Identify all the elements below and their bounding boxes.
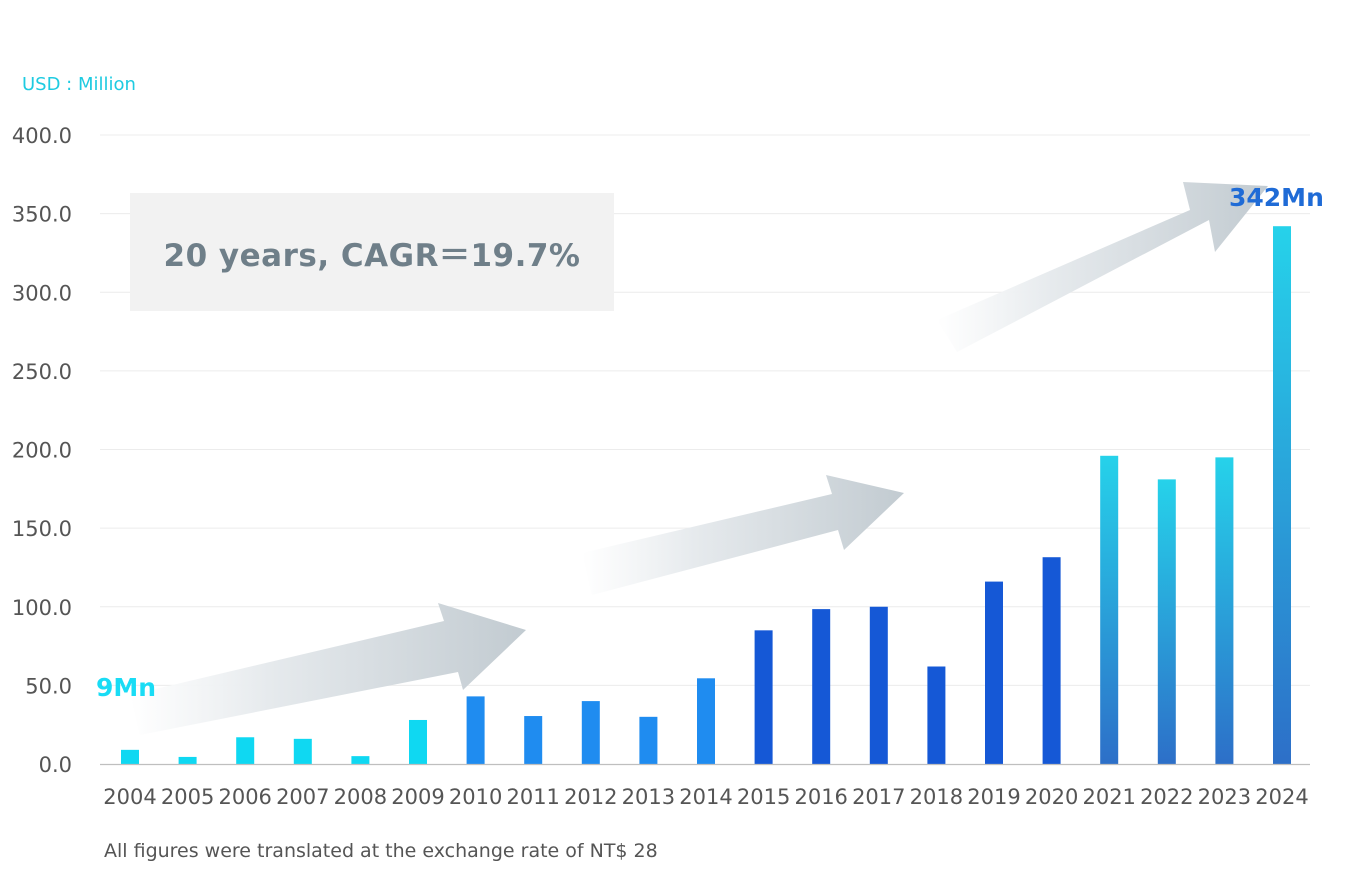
x-tick-label: 2005: [161, 785, 214, 809]
x-tick-label: 2012: [564, 785, 617, 809]
bar-2013: [639, 716, 658, 764]
bar-2008: [351, 756, 370, 764]
bar-2017: [869, 606, 888, 764]
cagr-text: 20 years, CAGR＝19.7%: [163, 237, 581, 274]
x-tick-label: 2013: [622, 785, 675, 809]
x-tick-label: 2018: [910, 785, 963, 809]
y-tick-label: 400.0: [12, 124, 72, 148]
start-value-callout: 9Mn: [96, 673, 157, 702]
x-tick-label: 2017: [852, 785, 905, 809]
end-value-callout: 342Mn: [1229, 183, 1324, 212]
y-tick-label: 250.0: [12, 360, 72, 384]
y-tick-label: 300.0: [12, 281, 72, 305]
footnote: All figures were translated at the excha…: [104, 840, 658, 862]
x-tick-label: 2020: [1025, 785, 1078, 809]
y-tick-label: 200.0: [12, 439, 72, 463]
bar-2005: [178, 756, 197, 764]
x-tick-label: 2022: [1140, 785, 1193, 809]
y-tick-label: 50.0: [25, 674, 72, 698]
bar-2022: [1157, 479, 1176, 764]
bar-2007: [293, 738, 312, 764]
bar-2014: [697, 678, 715, 764]
bar-2018: [927, 666, 946, 764]
x-tick-label: 2024: [1255, 785, 1308, 809]
y-tick-label: 150.0: [12, 517, 72, 541]
x-tick-label: 2008: [334, 785, 387, 809]
x-tick-label: 2006: [218, 785, 271, 809]
x-tick-label: 2023: [1198, 785, 1251, 809]
cagr-box: 20 years, CAGR＝19.7%: [130, 193, 614, 311]
x-tick-label: 2021: [1082, 785, 1135, 809]
x-tick-label: 2015: [737, 785, 790, 809]
y-tick-label: 100.0: [12, 596, 72, 620]
bar-2015: [754, 630, 773, 764]
bar-2016: [812, 609, 831, 764]
unit-label: USD : Million: [22, 74, 136, 95]
x-tick-label: 2016: [794, 785, 847, 809]
bar-2024: [1273, 226, 1291, 764]
bar-2020: [1042, 557, 1061, 764]
y-tick-label: 350.0: [12, 203, 72, 227]
x-tick-label: 2009: [391, 785, 444, 809]
x-tick-label: 2004: [103, 785, 156, 809]
x-tick-label: 2010: [449, 785, 502, 809]
bar-2010: [466, 696, 485, 764]
bar-2012: [581, 701, 600, 764]
bar-2009: [409, 719, 427, 764]
bar-2004: [121, 749, 139, 764]
trend-arrow: [130, 603, 526, 735]
x-tick-label: 2014: [679, 785, 732, 809]
bar-2023: [1215, 457, 1234, 764]
x-tick-label: 2007: [276, 785, 329, 809]
y-tick-label: 0.0: [39, 753, 72, 777]
bar-2011: [524, 716, 543, 764]
bar-2019: [985, 581, 1003, 764]
trend-arrow: [937, 182, 1268, 352]
bar-2021: [1100, 455, 1119, 764]
x-tick-label: 2011: [506, 785, 559, 809]
trend-arrow: [582, 475, 904, 595]
x-tick-label: 2019: [967, 785, 1020, 809]
bar-2006: [236, 737, 255, 764]
